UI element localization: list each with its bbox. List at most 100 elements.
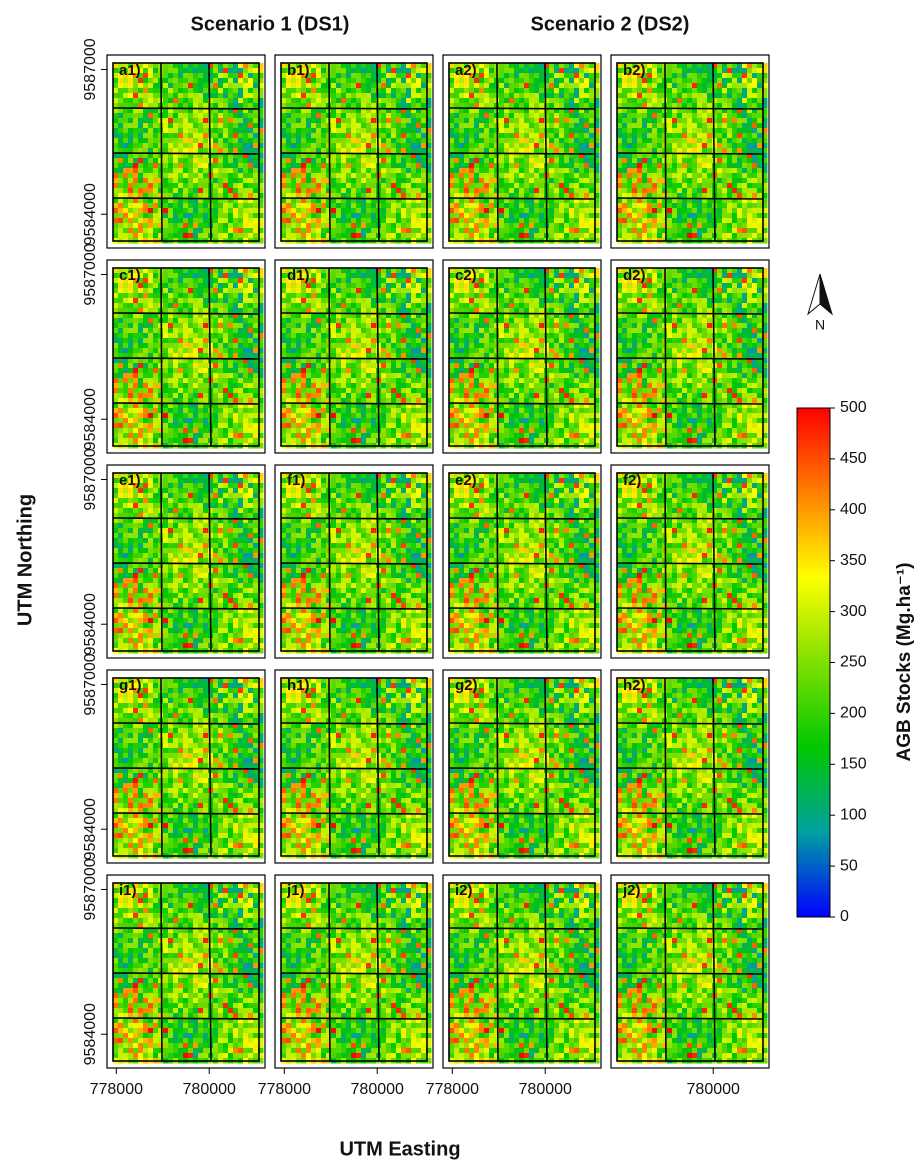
plot-boundary [112, 677, 260, 857]
panel-label: f1) [287, 472, 305, 489]
plot-boundary [112, 812, 260, 815]
panel-label: h1) [287, 677, 310, 694]
x-tick-label: 778000 [258, 1081, 311, 1098]
panel-frame [274, 464, 434, 659]
panel-frame [274, 874, 434, 1069]
plot-boundary [280, 357, 428, 360]
plot-boundary [616, 267, 764, 447]
panel-frame [610, 54, 770, 249]
plot-boundary [712, 62, 716, 242]
panel-frame [106, 669, 266, 864]
plot-boundary [616, 472, 764, 652]
plot-boundary [280, 972, 428, 975]
plot-boundary [448, 62, 596, 242]
plot-boundary [448, 197, 596, 200]
colorbar [796, 407, 831, 918]
plot-boundary [664, 62, 667, 242]
plot-boundary [328, 267, 331, 447]
plot-boundary [112, 882, 260, 1062]
plot-boundary [160, 267, 163, 447]
plot-boundary [376, 267, 380, 447]
y-tick-label: 9587000 [82, 38, 99, 100]
plot-boundary [496, 267, 499, 447]
map-panel: j2) [610, 874, 770, 1069]
plot-boundary [448, 607, 596, 610]
colorbar-tick-label: 300 [840, 603, 867, 620]
panel-frame [610, 669, 770, 864]
plot-boundary [112, 1017, 260, 1020]
y-tick-label: 9587000 [82, 448, 99, 510]
plot-boundary [280, 62, 428, 242]
panel-label: f2) [623, 472, 641, 489]
plot-boundary [280, 722, 428, 725]
map-panel: j1) [274, 874, 434, 1069]
plot-boundary [712, 472, 716, 652]
plot-boundary [112, 562, 260, 565]
map-panel: c1) [106, 259, 266, 454]
map-panel: d2) [610, 259, 770, 454]
panel-frame [610, 874, 770, 1069]
panel-label: b1) [287, 62, 310, 79]
plot-boundary [616, 62, 764, 242]
plot-boundary [280, 312, 428, 315]
panel-label: h2) [623, 677, 646, 694]
plot-boundary [448, 812, 596, 815]
panel-frame [106, 874, 266, 1069]
plot-boundary [280, 812, 428, 815]
colorbar-tick-label: 450 [840, 450, 867, 467]
plot-boundary [448, 267, 596, 447]
plot-boundary [448, 562, 596, 565]
plot-boundary [160, 472, 163, 652]
plot-boundary [280, 152, 428, 155]
colorbar-tick-label: 200 [840, 705, 867, 722]
panel-label: c1) [119, 267, 141, 284]
plot-boundary [112, 152, 260, 155]
panel-frame [106, 464, 266, 659]
y-tick-label: 9584000 [82, 1003, 99, 1065]
plot-boundary [496, 472, 499, 652]
plot-boundary [496, 62, 499, 242]
colorbar-title: AGB Stocks (Mg.ha⁻¹) [894, 563, 915, 762]
plot-boundary [712, 267, 716, 447]
plot-boundary [112, 972, 260, 975]
plot-boundary [160, 677, 163, 857]
colorbar-tick-label: 350 [840, 552, 867, 569]
plot-boundary [112, 107, 260, 110]
plot-boundary [544, 472, 548, 652]
plot-boundary [328, 882, 331, 1062]
plot-boundary [616, 107, 764, 110]
map-panel: a2) [442, 54, 602, 249]
plot-boundary [280, 927, 428, 930]
plot-boundary [328, 472, 331, 652]
plot-boundary [112, 767, 260, 770]
panel-label: a1) [119, 62, 141, 79]
plot-boundary [208, 882, 212, 1062]
plot-boundary [280, 267, 428, 447]
north-arrow [807, 273, 833, 316]
plot-boundary [664, 267, 667, 447]
plot-boundary [448, 927, 596, 930]
plot-boundary [112, 607, 260, 610]
plot-boundary [616, 607, 764, 610]
plot-boundary [448, 312, 596, 315]
panel-label: d1) [287, 267, 310, 284]
panel-label: j2) [622, 882, 641, 899]
x-tick-label: 780000 [183, 1081, 236, 1098]
colorbar-tick-label: 250 [840, 654, 867, 671]
plot-boundary [112, 472, 260, 652]
map-panel: d1) [274, 259, 434, 454]
plot-boundary [448, 677, 596, 857]
plot-boundary [616, 1017, 764, 1020]
map-panel: i1) [106, 874, 266, 1069]
plot-boundary [448, 722, 596, 725]
y-tick-label: 9584000 [82, 798, 99, 860]
panel-frame [106, 259, 266, 454]
plot-boundary [616, 152, 764, 155]
plot-boundary [448, 107, 596, 110]
plot-boundary [208, 62, 212, 242]
plot-boundary [208, 267, 212, 447]
plot-boundary [616, 517, 764, 520]
panel-frame [442, 874, 602, 1069]
plot-boundary [280, 882, 428, 1062]
plot-boundary [280, 562, 428, 565]
